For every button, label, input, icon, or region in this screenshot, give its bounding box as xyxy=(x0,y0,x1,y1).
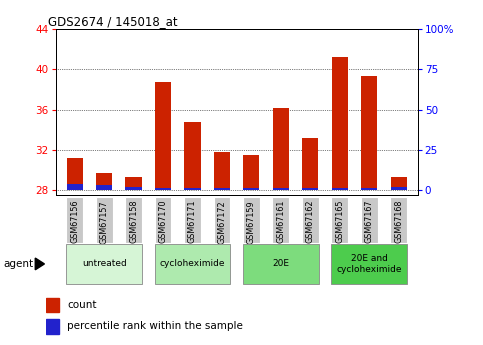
Bar xyxy=(155,81,171,190)
Text: GSM67159: GSM67159 xyxy=(247,200,256,244)
Text: GSM67162: GSM67162 xyxy=(306,200,315,244)
Bar xyxy=(243,244,319,284)
Bar xyxy=(361,197,378,243)
Text: GSM67170: GSM67170 xyxy=(158,200,168,244)
Bar xyxy=(126,187,142,190)
Text: GSM67167: GSM67167 xyxy=(365,200,374,244)
Bar xyxy=(155,244,230,284)
Text: GSM67157: GSM67157 xyxy=(99,200,109,244)
Bar xyxy=(332,188,348,190)
Bar xyxy=(46,319,59,334)
Text: 20E: 20E xyxy=(272,259,289,268)
Bar xyxy=(66,244,142,284)
Text: untreated: untreated xyxy=(82,259,127,268)
Bar xyxy=(185,122,200,190)
Text: agent: agent xyxy=(4,259,34,269)
Polygon shape xyxy=(35,258,44,270)
Bar xyxy=(213,197,230,243)
Bar xyxy=(96,185,112,190)
Bar xyxy=(361,77,377,190)
Bar xyxy=(391,187,407,190)
Bar xyxy=(185,188,200,190)
Bar xyxy=(155,197,171,243)
Bar xyxy=(361,188,377,190)
Text: GSM67168: GSM67168 xyxy=(394,200,403,243)
Bar xyxy=(243,155,259,190)
Text: cycloheximide: cycloheximide xyxy=(160,259,225,268)
Bar xyxy=(46,298,59,312)
Bar xyxy=(126,177,142,190)
Bar xyxy=(302,188,318,190)
Bar xyxy=(96,173,112,190)
Bar xyxy=(272,197,289,243)
Bar xyxy=(67,184,83,190)
Bar xyxy=(125,197,142,243)
Text: GSM67172: GSM67172 xyxy=(217,200,227,244)
Text: GDS2674 / 145018_at: GDS2674 / 145018_at xyxy=(48,15,178,28)
Bar xyxy=(214,152,230,190)
Text: GSM67161: GSM67161 xyxy=(276,200,285,243)
Text: 20E and
cycloheximide: 20E and cycloheximide xyxy=(337,254,402,274)
Bar xyxy=(67,158,83,190)
Text: GSM67165: GSM67165 xyxy=(335,200,344,244)
Bar xyxy=(331,244,407,284)
Bar xyxy=(184,197,201,243)
Bar xyxy=(155,188,171,190)
Bar xyxy=(302,138,318,190)
Text: GSM67171: GSM67171 xyxy=(188,200,197,244)
Text: GSM67158: GSM67158 xyxy=(129,200,138,244)
Bar xyxy=(273,188,289,190)
Bar xyxy=(331,197,348,243)
Bar xyxy=(302,197,319,243)
Bar xyxy=(332,57,348,190)
Bar xyxy=(390,197,407,243)
Text: count: count xyxy=(67,300,97,310)
Text: GSM67156: GSM67156 xyxy=(70,200,79,244)
Bar xyxy=(66,197,83,243)
Text: percentile rank within the sample: percentile rank within the sample xyxy=(67,322,243,332)
Bar xyxy=(96,197,113,243)
Bar xyxy=(243,188,259,190)
Bar xyxy=(214,188,230,190)
Bar xyxy=(391,177,407,190)
Bar xyxy=(243,197,260,243)
Bar xyxy=(273,108,289,190)
